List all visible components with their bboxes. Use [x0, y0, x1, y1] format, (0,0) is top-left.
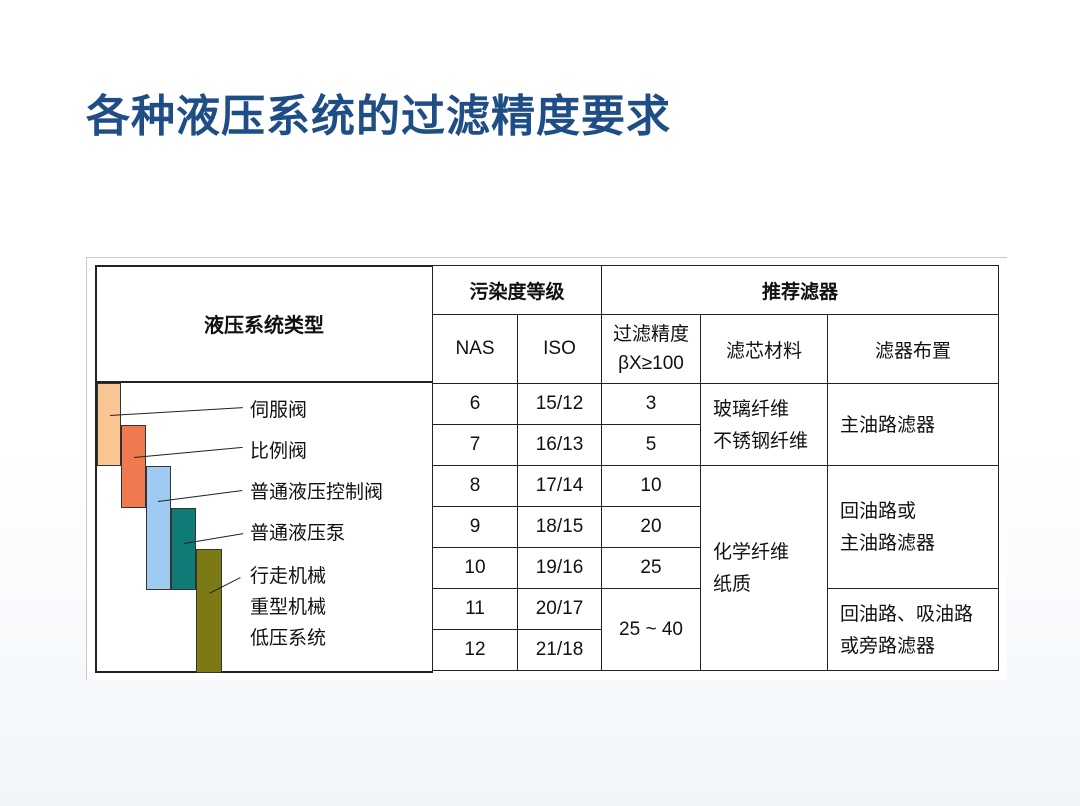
table-row: 10 19/16 25: [432, 547, 999, 589]
bar-hydraulic-pump: [171, 508, 196, 590]
filtration-table: 污染度等级 推荐滤器 NAS ISO 过滤精度 βX≥100 滤芯材料 滤器布置…: [432, 265, 999, 671]
iso-header: ISO: [517, 314, 602, 384]
material-header: 滤芯材料: [700, 314, 828, 384]
nas-cell: 11: [432, 588, 518, 630]
arrangement-line: 主油路滤器: [840, 413, 936, 436]
system-label-servo-valve: 伺服阀: [250, 399, 308, 421]
bar-servo-valve: [97, 383, 121, 466]
precision-header-beta: βX≥100: [618, 353, 684, 374]
iso-cell: 16/13: [517, 424, 602, 466]
precision-header-label: 过滤精度: [612, 323, 689, 345]
material-line: 不锈钢纤维: [713, 429, 809, 452]
nas-cell: 10: [432, 547, 518, 589]
table-row: 11 20/17 25 ~ 40 回油路、吸油路 或旁路滤器: [432, 588, 999, 671]
precision-cell: 20: [601, 506, 701, 548]
material-line: 玻璃纤维: [713, 397, 790, 420]
arrangement-line: 主油路滤器: [840, 532, 936, 554]
arrangement-line: 回油路或: [840, 500, 917, 522]
arrangement-line: 或旁路滤器: [840, 634, 936, 657]
system-type-column: [95, 265, 433, 673]
system-label-control-valve: 普通液压控制阀: [250, 481, 384, 503]
iso-cell: 17/14: [517, 465, 602, 507]
iso-cell: 20/17: [517, 588, 602, 630]
arrangement-line: 回油路、吸油路: [840, 602, 974, 625]
arrangement-cell: 主油路滤器: [827, 383, 999, 466]
iso-cell: 21/18: [517, 629, 602, 671]
table-row: 9 18/15 20: [432, 506, 999, 548]
nas-cell: 8: [432, 465, 518, 507]
recommended-filter-header: 推荐滤器: [601, 265, 999, 315]
precision-header: 过滤精度 βX≥100: [601, 314, 701, 384]
bar-control-valve: [146, 466, 171, 590]
system-label-hydraulic-pump: 普通液压泵: [250, 522, 346, 544]
nas-cell: 9: [432, 506, 518, 548]
bar-low-pressure-system: [196, 549, 222, 673]
arrangement-header: 滤器布置: [827, 314, 999, 384]
material-cell: 玻璃纤维 不锈钢纤维: [700, 383, 828, 466]
system-label-mobile-machinery: 行走机械: [250, 565, 327, 587]
material-line: 纸质: [713, 573, 752, 595]
contamination-header: 污染度等级: [432, 265, 602, 315]
nas-cell: 6: [432, 383, 518, 425]
material-cell: 化学纤维 纸质: [700, 465, 828, 671]
iso-cell: 15/12: [517, 383, 602, 425]
nas-cell: 12: [432, 629, 518, 671]
table-row: 8 17/14 10 化学纤维 纸质 回油路或 主油路滤器: [432, 465, 999, 671]
arrangement-cell: 回油路或 主油路滤器: [827, 465, 999, 589]
iso-cell: 18/15: [517, 506, 602, 548]
system-label-heavy-machinery: 重型机械: [250, 596, 327, 618]
system-type-header: 液压系统类型: [95, 265, 433, 383]
precision-cell: 10: [601, 465, 701, 507]
slide-title: 各种液压系统的过滤精度要求: [86, 91, 671, 142]
table-row: 12 21/18: [432, 629, 999, 671]
material-line: 化学纤维: [713, 541, 790, 563]
precision-cell: 5: [601, 424, 701, 466]
table-row: 7 16/13 5: [432, 424, 999, 466]
table-row: 6 15/12 3 玻璃纤维 不锈钢纤维 主油路滤器: [432, 383, 999, 466]
iso-cell: 19/16: [517, 547, 602, 589]
nas-cell: 7: [432, 424, 518, 466]
arrangement-cell: 回油路、吸油路 或旁路滤器: [827, 588, 999, 671]
system-label-proportional-valve: 比例阀: [250, 440, 308, 462]
bar-proportional-valve: [121, 425, 146, 508]
precision-cell: 3: [601, 383, 701, 425]
precision-cell: 25 ~ 40: [601, 588, 701, 671]
precision-cell: 25: [601, 547, 701, 589]
nas-header: NAS: [432, 314, 518, 384]
system-label-low-pressure: 低压系统: [250, 627, 327, 649]
